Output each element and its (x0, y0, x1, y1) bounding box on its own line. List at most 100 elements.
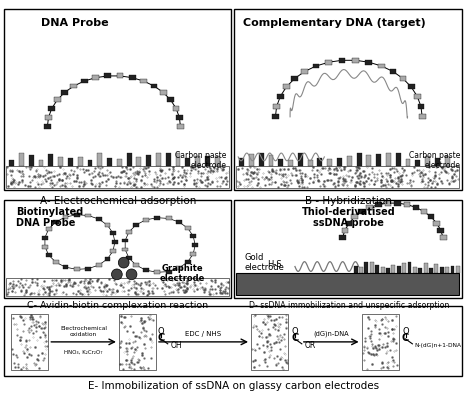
Text: Carbon paste
electrode: Carbon paste electrode (175, 151, 227, 170)
Bar (133, 223, 139, 227)
Bar (185, 158, 190, 166)
Bar (92, 75, 99, 80)
Bar (386, 153, 391, 166)
Circle shape (111, 269, 122, 280)
Bar (42, 245, 48, 249)
Bar (327, 159, 332, 166)
Bar (236, 166, 459, 188)
Text: Biotinylated
DNA Probe: Biotinylated DNA Probe (16, 207, 83, 229)
Bar (96, 217, 102, 221)
Bar (45, 115, 52, 120)
Text: DNA Probe: DNA Probe (41, 18, 109, 28)
Bar (4, 9, 231, 190)
Text: HNO₃, K₂Cr₂O₇: HNO₃, K₂Cr₂O₇ (64, 350, 103, 355)
Bar (215, 156, 219, 166)
Text: C: C (402, 333, 409, 343)
Bar (434, 264, 438, 273)
Bar (133, 263, 139, 267)
Bar (192, 243, 198, 247)
Bar (127, 153, 132, 166)
Bar (438, 228, 444, 233)
Bar (362, 314, 399, 370)
Bar (176, 220, 182, 224)
Bar (44, 124, 51, 129)
Bar (428, 214, 434, 219)
Bar (104, 73, 111, 78)
Bar (234, 9, 462, 190)
Bar (375, 265, 379, 273)
Bar (48, 106, 55, 111)
Bar (308, 160, 312, 166)
Text: H-S: H-S (267, 260, 282, 269)
Bar (366, 205, 373, 210)
Text: D- ssDNA immobilization and unspecific adsorption: D- ssDNA immobilization and unspecific a… (248, 301, 449, 310)
Text: O: O (292, 327, 298, 336)
Bar (313, 63, 319, 69)
Bar (236, 273, 459, 295)
Bar (195, 156, 200, 166)
Bar (390, 69, 396, 74)
Bar (396, 153, 401, 166)
Bar (234, 200, 462, 298)
Bar (4, 200, 231, 298)
Circle shape (126, 269, 137, 280)
Bar (339, 235, 346, 240)
Bar (397, 266, 401, 273)
Bar (4, 306, 462, 376)
Bar (167, 97, 174, 102)
Bar (406, 159, 410, 166)
Bar (78, 157, 82, 166)
Bar (177, 124, 184, 129)
Bar (143, 268, 149, 272)
Bar (53, 220, 59, 224)
Bar (424, 263, 428, 273)
Bar (96, 263, 102, 267)
Bar (173, 106, 179, 111)
Bar (54, 97, 61, 102)
Bar (272, 115, 279, 119)
Bar (146, 155, 151, 166)
Bar (46, 253, 52, 257)
Bar (63, 215, 68, 219)
Bar (400, 76, 406, 81)
Bar (273, 104, 280, 109)
Bar (190, 252, 196, 256)
Text: OR: OR (305, 341, 316, 350)
Text: N-(dG)n+1-DNA: N-(dG)n+1-DNA (414, 343, 461, 348)
Bar (165, 217, 172, 220)
Bar (166, 153, 171, 166)
Bar (6, 166, 229, 188)
Bar (71, 83, 77, 89)
Bar (445, 156, 449, 166)
Bar (205, 156, 210, 166)
Bar (403, 202, 410, 207)
Text: O: O (402, 327, 409, 336)
Text: A- Electrochemical adsorption: A- Electrochemical adsorption (40, 196, 196, 206)
Bar (249, 154, 254, 166)
Bar (259, 153, 264, 166)
Bar (68, 158, 73, 166)
Bar (112, 240, 118, 244)
Bar (288, 160, 293, 166)
Bar (277, 94, 284, 99)
Bar (402, 263, 406, 273)
Bar (117, 159, 122, 166)
Bar (433, 221, 440, 225)
Bar (394, 201, 401, 205)
Bar (63, 265, 68, 269)
Bar (375, 202, 382, 207)
Bar (366, 155, 371, 166)
Bar (359, 267, 363, 273)
Text: Carbon paste
electrode: Carbon paste electrode (409, 151, 460, 170)
Bar (352, 58, 359, 63)
Circle shape (118, 257, 129, 268)
Bar (342, 228, 348, 233)
Text: (dG)n-DNA: (dG)n-DNA (313, 331, 349, 337)
Bar (85, 267, 91, 271)
Bar (365, 262, 368, 273)
Bar (129, 75, 136, 80)
Bar (346, 221, 353, 225)
Bar (365, 60, 372, 65)
Bar (9, 160, 14, 166)
Bar (97, 153, 102, 166)
